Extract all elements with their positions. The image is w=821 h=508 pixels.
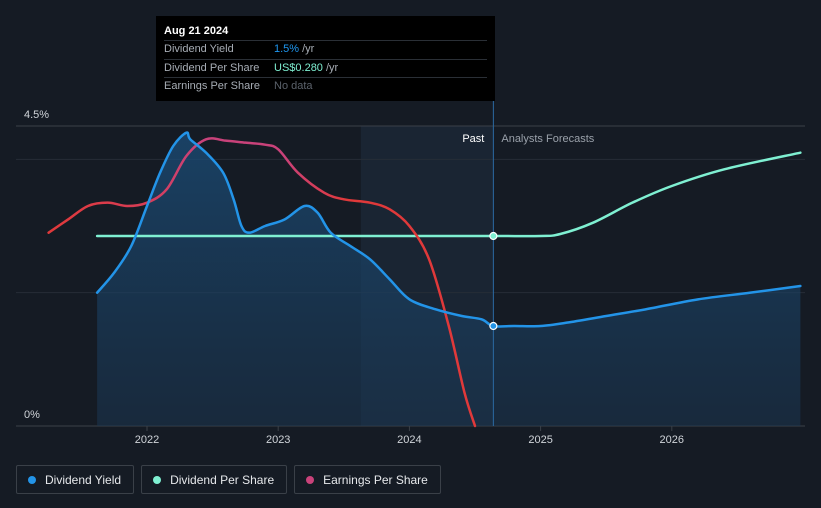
tooltip-label: Dividend Yield xyxy=(164,43,234,55)
legend-label: Earnings Per Share xyxy=(323,472,428,487)
tooltip-value: US$0.280 xyxy=(274,61,323,74)
dividend-yield-area xyxy=(97,132,801,426)
legend-item-dividend-per-share[interactable]: Dividend Per Share xyxy=(141,465,288,494)
x-tick-label: 2025 xyxy=(528,434,552,446)
analysts-forecasts-label: Analysts Forecasts xyxy=(501,133,594,145)
series-lines xyxy=(47,131,802,428)
hover-tooltip: Aug 21 2024 Dividend Yield 1.5% /yr Divi… xyxy=(156,16,495,101)
tooltip-unit: /yr xyxy=(302,43,315,55)
legend-dot-icon xyxy=(153,475,162,484)
series-line-dividend-per-share xyxy=(95,151,802,238)
tooltip-value: No data xyxy=(274,80,313,92)
axis-labels: 4.5% 0% Past Analysts Forecasts xyxy=(24,109,595,421)
x-tick-label: 2023 xyxy=(266,434,290,446)
past-label: Past xyxy=(462,133,484,145)
chart-legend: Dividend Yield Dividend Per Share Earnin… xyxy=(16,465,441,494)
marker-dividend-yield xyxy=(489,321,498,331)
legend-label: Dividend Yield xyxy=(45,472,122,487)
y-tick-label-bottom: 0% xyxy=(24,409,40,421)
tooltip-date: Aug 21 2024 xyxy=(164,25,229,37)
legend-label: Dividend Per Share xyxy=(170,472,275,487)
legend-item-dividend-yield[interactable]: Dividend Yield xyxy=(16,465,135,494)
series-markers xyxy=(489,231,498,331)
y-tick-label-top: 4.5% xyxy=(24,109,49,121)
legend-dot-icon xyxy=(306,475,315,484)
x-axis-ticks: 2022 2023 2024 2025 2026 xyxy=(135,426,684,446)
legend-dot-icon xyxy=(28,475,36,484)
legend-item-earnings-per-share[interactable]: Earnings Per Share xyxy=(294,465,441,494)
x-tick-label: 2022 xyxy=(135,434,159,446)
tooltip-label: Earnings Per Share xyxy=(164,80,260,92)
x-tick-label: 2024 xyxy=(397,434,421,446)
marker-dividend-per-share xyxy=(489,231,498,241)
tooltip-row-earnings-per-share: Earnings Per Share No data xyxy=(164,77,487,96)
tooltip-value: 1.5% xyxy=(274,43,300,55)
x-tick-label: 2026 xyxy=(660,434,684,446)
tooltip-row-dividend-yield: Dividend Yield 1.5% /yr xyxy=(164,40,487,59)
tooltip-unit: /yr xyxy=(325,61,339,74)
series-line-earnings-per-share xyxy=(47,137,477,428)
tooltip-label: Dividend Per Share xyxy=(164,61,260,74)
tooltip-row-dividend-per-share: Dividend Per Share US$0.280 /yr xyxy=(164,58,487,78)
series-line-dividend-yield xyxy=(95,131,802,328)
